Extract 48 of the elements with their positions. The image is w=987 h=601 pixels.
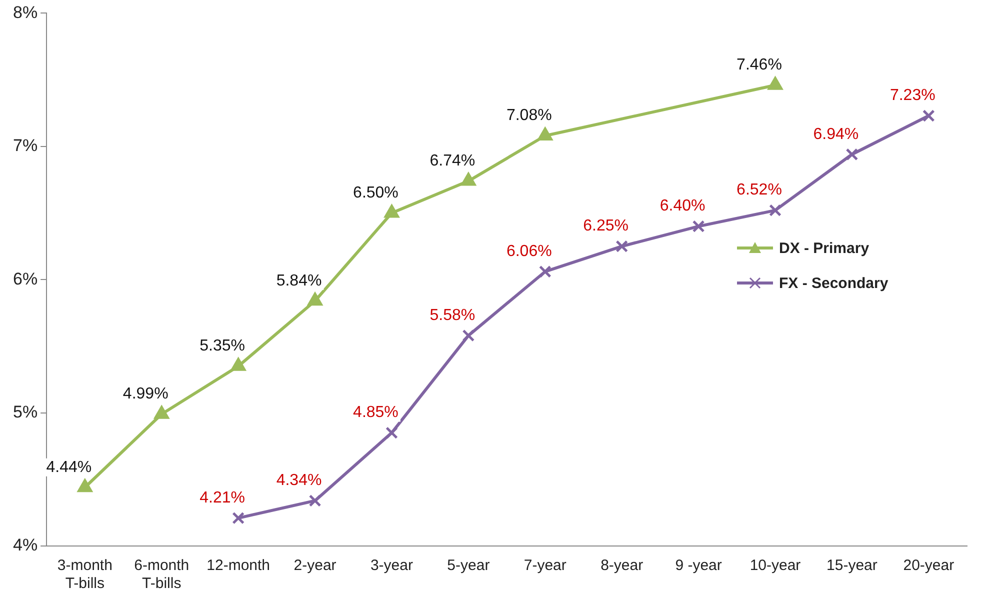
x-tick-label: 10-year [750,557,801,574]
point [462,329,475,342]
text: 5.35% [200,338,246,355]
text: 5.58% [430,306,476,324]
text: 7.46% [736,56,782,74]
x-tick-label: 9 -year [675,557,722,574]
point [538,265,552,278]
text: 6.25% [583,218,629,235]
text: 4.21% [200,489,246,506]
x-tick-label: 3-month T-bills [57,557,112,592]
point [846,148,858,161]
text: 4.99% [122,386,168,403]
x-tick-label: 15-year [826,557,878,574]
text: 7.08% [506,107,552,124]
text: 4.34% [276,472,322,490]
x-tick-label: 8-year [600,557,644,574]
x-tick-label: 20-year [903,557,954,574]
y-tick-label: 6% [12,269,38,288]
point [78,479,92,492]
x-tick-label: 5-year [447,557,490,574]
legend-label: DX - Primary [779,240,870,257]
text: 7.23% [890,87,936,104]
text: 6.40% [660,198,706,215]
text: 6.06% [506,243,552,260]
x-tick-label: 7-year [524,557,566,574]
text: 6.52% [736,182,782,199]
text: 4.44% [46,458,92,476]
text: 5.84% [276,272,322,290]
x-tick-label: 12-month [206,557,270,574]
y-tick-label: 4% [12,536,38,555]
text: 6.74% [430,152,476,170]
point [308,494,322,507]
point [232,512,245,524]
text: 6.94% [813,126,859,143]
point [616,240,628,252]
x-tick-label: 3-year [370,557,413,574]
y-tick-label: 7% [12,136,38,156]
text: 6.50% [353,184,398,202]
point [922,110,935,122]
text: 4.85% [353,404,398,422]
y-tick-label: 5% [12,402,38,422]
point [386,426,398,439]
x-tick-label: 2-year [294,557,336,574]
x-tick-label: 6-month T-bills [134,557,190,592]
point [692,220,705,233]
point [769,204,782,217]
y-tick-label: 8% [12,2,38,22]
legend-label: FX - Secondary [779,274,888,292]
